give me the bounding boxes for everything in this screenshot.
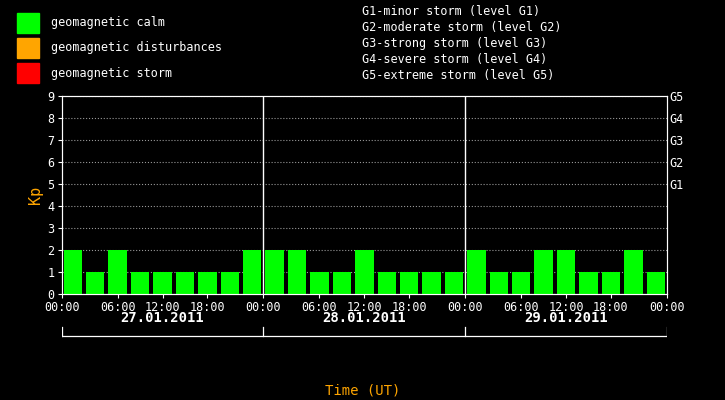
Bar: [647, 272, 665, 294]
Text: geomagnetic disturbances: geomagnetic disturbances: [51, 42, 223, 54]
Bar: [400, 272, 418, 294]
Bar: [17, 38, 39, 58]
Bar: [17, 13, 39, 32]
Text: 27.01.2011: 27.01.2011: [120, 311, 204, 325]
Bar: [445, 272, 463, 294]
Bar: [423, 272, 441, 294]
Bar: [310, 272, 328, 294]
Bar: [579, 272, 597, 294]
Bar: [512, 272, 531, 294]
Bar: [557, 250, 576, 294]
Bar: [489, 272, 508, 294]
Bar: [602, 272, 620, 294]
Bar: [243, 250, 262, 294]
Bar: [153, 272, 172, 294]
Text: G4-severe storm (level G4): G4-severe storm (level G4): [362, 54, 548, 66]
Bar: [467, 250, 486, 294]
Text: Time (UT): Time (UT): [325, 383, 400, 397]
Bar: [109, 250, 127, 294]
Bar: [534, 250, 553, 294]
Bar: [220, 272, 239, 294]
Text: 29.01.2011: 29.01.2011: [524, 311, 608, 325]
Bar: [333, 272, 351, 294]
Bar: [131, 272, 149, 294]
Text: G5-extreme storm (level G5): G5-extreme storm (level G5): [362, 70, 555, 82]
Bar: [64, 250, 82, 294]
Text: 28.01.2011: 28.01.2011: [323, 311, 406, 325]
Bar: [175, 272, 194, 294]
Bar: [624, 250, 642, 294]
Text: G2-moderate storm (level G2): G2-moderate storm (level G2): [362, 22, 562, 34]
Bar: [17, 64, 39, 83]
Bar: [378, 272, 396, 294]
Bar: [198, 272, 217, 294]
Text: G3-strong storm (level G3): G3-strong storm (level G3): [362, 38, 548, 50]
Text: geomagnetic storm: geomagnetic storm: [51, 67, 173, 80]
Bar: [265, 250, 283, 294]
Text: geomagnetic calm: geomagnetic calm: [51, 16, 165, 29]
Text: G1-minor storm (level G1): G1-minor storm (level G1): [362, 6, 541, 18]
Bar: [355, 250, 373, 294]
Bar: [86, 272, 104, 294]
Bar: [288, 250, 306, 294]
Y-axis label: Kp: Kp: [28, 186, 44, 204]
